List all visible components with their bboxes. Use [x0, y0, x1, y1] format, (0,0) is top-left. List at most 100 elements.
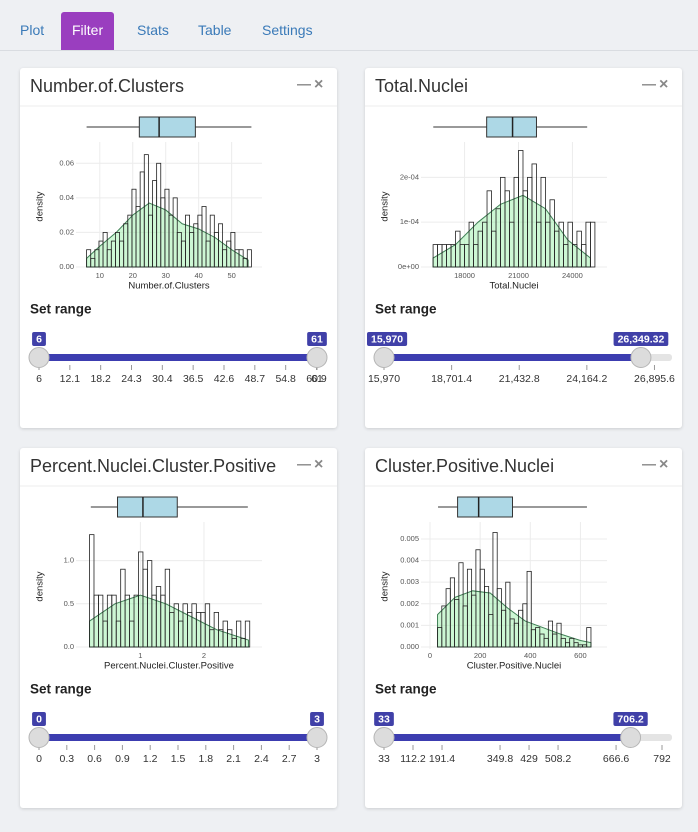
- slider-tick-label: 18,701.4: [431, 373, 472, 385]
- x-tick-label: 600: [574, 651, 587, 660]
- slider-handle-from[interactable]: [28, 347, 50, 368]
- range-label: Set range: [30, 682, 92, 697]
- slider-tick-label: 0.9: [115, 753, 130, 765]
- x-axis-label: Cluster.Positive.Nuclei: [467, 661, 562, 672]
- slider-handle-to[interactable]: [306, 347, 328, 368]
- tab[interactable]: Filter: [61, 12, 115, 50]
- close-button[interactable]: ×: [659, 76, 668, 93]
- minimize-button[interactable]: —: [642, 456, 656, 472]
- y-axis-label: density: [380, 571, 391, 601]
- tab[interactable]: Table: [198, 22, 232, 38]
- slider-tick-label: 36.5: [183, 373, 204, 385]
- slider-tick-label: 666.6: [603, 753, 629, 765]
- slider-tick-label: 15,970: [368, 373, 400, 385]
- histogram-bar: [201, 206, 207, 268]
- panel-content: Percent.Nuclei.Cluster.Positive — × 0.0 0.5 1…: [20, 456, 337, 765]
- slider-selection: [384, 354, 641, 361]
- x-tick-label: 20: [129, 271, 137, 280]
- density-curve: [86, 202, 249, 268]
- slider-value-label: 33: [378, 713, 390, 725]
- y-tick-label: 0.002: [400, 599, 419, 608]
- y-tick-label: 0e+00: [398, 262, 419, 271]
- slider-value-badge: [307, 332, 327, 346]
- slider-tick-label: 1.2: [143, 753, 158, 765]
- range-label: Set range: [375, 682, 437, 697]
- minimize-button[interactable]: —: [297, 76, 311, 92]
- x-tick-label: 24000: [562, 271, 583, 280]
- slider-value-label: 0: [36, 713, 42, 725]
- slider-handle-to[interactable]: [306, 727, 328, 748]
- slider-tick-label: 42.6: [214, 373, 235, 385]
- panel-content: Cluster.Positive.Nuclei — × 0.000 0.001 0.002…: [365, 456, 682, 765]
- slider-tick-label: 33: [378, 753, 390, 765]
- histogram-bar: [164, 568, 171, 648]
- close-button[interactable]: ×: [314, 76, 323, 93]
- tab[interactable]: Plot: [20, 22, 45, 38]
- slider-tick-label: 6: [36, 373, 42, 385]
- y-tick-label: 0.0: [64, 642, 74, 651]
- x-tick-label: 2: [202, 651, 206, 660]
- slider-tick-label: 12.1: [60, 373, 81, 385]
- slider-value-badge: [613, 712, 648, 726]
- slider-tick-label: 26,895.6: [634, 373, 675, 385]
- box: [138, 116, 196, 138]
- x-tick-label: 0: [428, 651, 432, 660]
- x-tick-label: 21000: [508, 271, 529, 280]
- y-tick-label: 0.04: [59, 193, 74, 202]
- slider-handle-from[interactable]: [28, 727, 50, 748]
- histogram-bar: [244, 620, 251, 648]
- minimize-button[interactable]: —: [297, 456, 311, 472]
- box: [486, 116, 537, 138]
- x-tick-label: 200: [474, 651, 487, 660]
- slider-value-badge: [613, 332, 669, 346]
- y-axis-label: density: [35, 571, 46, 601]
- panel: Percent.Nuclei.Cluster.Positive — × 0.0 0.5 1…: [20, 448, 337, 808]
- x-axis-label: Percent.Nuclei.Cluster.Positive: [104, 661, 234, 672]
- x-tick-label: 40: [194, 271, 202, 280]
- range-label: Set range: [30, 302, 92, 317]
- histogram-bar: [586, 627, 592, 648]
- slider-handle-to[interactable]: [620, 727, 642, 748]
- y-tick-label: 0.005: [400, 534, 419, 543]
- close-button[interactable]: ×: [659, 456, 668, 473]
- slider-tick-label: 0.3: [59, 753, 74, 765]
- panel-content: Total.Nuclei — × 0e+00 1e-04 2e-04 18000 21000 2…: [365, 76, 682, 385]
- y-tick-label: 0.000: [400, 642, 419, 651]
- slider-handle-to[interactable]: [630, 347, 652, 368]
- x-tick-label: 1: [138, 651, 142, 660]
- y-tick-label: 1e-04: [400, 217, 419, 226]
- tab[interactable]: Settings: [262, 22, 313, 38]
- minimize-button[interactable]: —: [642, 76, 656, 92]
- tab[interactable]: Stats: [137, 22, 169, 38]
- slider-tick-label: 792: [653, 753, 671, 765]
- slider-selection: [384, 734, 631, 741]
- slider-handle-from[interactable]: [373, 727, 395, 748]
- panel: Total.Nuclei — × 0e+00 1e-04 2e-04 18000 21000 2…: [365, 68, 682, 428]
- slider-tick-label: 2.4: [254, 753, 269, 765]
- slider-tick-label: 429: [520, 753, 538, 765]
- histogram-bar: [246, 249, 252, 268]
- y-tick-label: 0.02: [59, 227, 74, 236]
- slider-value-label: 6: [36, 333, 42, 345]
- y-tick-label: 0.5: [64, 599, 74, 608]
- y-axis-label: density: [380, 191, 391, 221]
- close-button[interactable]: ×: [314, 456, 323, 473]
- y-tick-label: 0.003: [400, 577, 419, 586]
- slider-tick-label: 3: [314, 753, 320, 765]
- panel-title: Percent.Nuclei.Cluster.Positive: [30, 456, 276, 476]
- slider-value-label: 3: [314, 713, 320, 725]
- slider-tick-label: 30.4: [152, 373, 173, 385]
- slider-value-badge: [310, 712, 324, 726]
- box: [457, 496, 513, 518]
- panel-title: Cluster.Positive.Nuclei: [375, 456, 554, 476]
- slider-tick-label: 508.2: [545, 753, 571, 765]
- slider-handle-from[interactable]: [373, 347, 395, 368]
- slider-tick-label: 2.1: [226, 753, 241, 765]
- histogram-bar: [218, 223, 223, 268]
- slider-value-label: 61: [311, 333, 323, 345]
- slider-value-badge: [32, 712, 46, 726]
- x-tick-label: 10: [96, 271, 104, 280]
- y-tick-label: 2e-04: [400, 172, 419, 181]
- slider-tick-label: 54.8: [275, 373, 296, 385]
